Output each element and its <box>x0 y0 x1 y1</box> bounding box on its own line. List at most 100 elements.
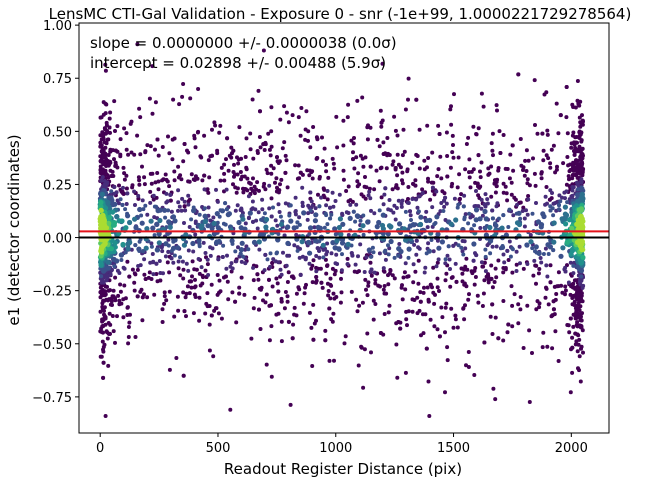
scatter-point <box>167 151 172 156</box>
scatter-point <box>569 145 574 150</box>
scatter-point <box>466 221 471 226</box>
scatter-point <box>346 211 351 215</box>
scatter-point <box>579 148 584 152</box>
scatter-point <box>518 216 523 221</box>
scatter-point <box>319 280 324 285</box>
scatter-point <box>577 368 581 373</box>
scatter-point <box>489 194 494 199</box>
scatter-point <box>123 296 128 301</box>
scatter-point <box>197 242 202 247</box>
scatter-point <box>577 280 582 284</box>
scatter-point <box>364 287 368 292</box>
scatter-point <box>314 265 319 270</box>
scatter-point <box>283 153 288 158</box>
scatter-point <box>215 273 220 277</box>
scatter-point <box>580 285 585 290</box>
scatter-point <box>430 185 435 190</box>
scatter-point <box>395 133 400 138</box>
scatter-point <box>573 105 578 110</box>
scatter-point <box>317 204 322 209</box>
scatter-point <box>439 305 444 310</box>
scatter-point <box>499 244 506 250</box>
scatter-point <box>249 207 254 212</box>
scatter-point <box>387 246 392 251</box>
scatter-point <box>518 200 523 205</box>
scatter-point <box>139 220 145 226</box>
scatter-point <box>311 302 316 307</box>
scatter-point <box>578 379 583 384</box>
scatter-point <box>268 153 273 158</box>
scatter-point <box>532 171 537 176</box>
scatter-point <box>570 370 575 375</box>
scatter-point <box>577 354 582 359</box>
scatter-point <box>332 358 336 363</box>
scatter-point <box>226 168 231 173</box>
scatter-point <box>366 280 371 285</box>
scatter-point <box>580 254 586 260</box>
scatter-point <box>337 216 343 222</box>
scatter-point <box>352 166 357 171</box>
scatter-point <box>177 102 182 107</box>
intercept-annotation: intercept = 0.02898 +/- 0.00488 (5.9σ) <box>90 54 386 72</box>
scatter-point <box>354 213 360 219</box>
scatter-point <box>191 249 196 254</box>
scatter-point <box>576 292 581 297</box>
scatter-point <box>181 276 186 281</box>
scatter-point <box>367 189 372 194</box>
scatter-point <box>122 171 127 176</box>
scatter-point <box>153 147 157 152</box>
scatter-point <box>351 209 356 214</box>
scatter-point <box>103 111 108 116</box>
scatter-point <box>286 270 291 275</box>
scatter-point <box>166 208 171 213</box>
scatter-point <box>474 132 479 137</box>
scatter-point <box>101 298 106 303</box>
scatter-point <box>225 253 229 258</box>
scatter-point <box>406 185 411 189</box>
scatter-point <box>545 274 550 279</box>
scatter-point <box>475 293 480 298</box>
scatter-point <box>236 245 240 250</box>
scatter-point <box>274 251 279 256</box>
scatter-point <box>581 350 585 355</box>
scatter-point <box>517 244 522 249</box>
scatter-point <box>219 165 224 170</box>
scatter-point <box>251 219 255 224</box>
scatter-point <box>476 153 481 158</box>
scatter-point <box>403 261 408 266</box>
scatter-point <box>287 213 292 218</box>
scatter-point <box>435 174 440 179</box>
scatter-point <box>524 208 528 213</box>
scatter-point <box>412 242 417 247</box>
scatter-point <box>421 290 426 295</box>
scatter-point <box>241 186 245 191</box>
scatter-point <box>382 192 387 197</box>
scatter-point <box>285 280 290 284</box>
scatter-point <box>215 292 220 297</box>
scatter-point <box>202 206 207 211</box>
scatter-point <box>551 201 556 206</box>
scatter-point <box>124 202 129 206</box>
scatter-point <box>400 153 405 158</box>
scatter-point <box>553 170 558 175</box>
scatter-point <box>260 207 265 212</box>
scatter-point <box>491 386 496 391</box>
scatter-point <box>323 257 328 262</box>
scatter-point <box>368 269 373 274</box>
scatter-point <box>426 379 431 384</box>
scatter-point <box>278 117 283 122</box>
scatter-point <box>114 258 120 264</box>
scatter-point <box>314 280 318 285</box>
scatter-point <box>549 147 554 152</box>
scatter-point <box>573 278 578 283</box>
scatter-point <box>443 195 448 200</box>
scatter-point <box>510 270 515 275</box>
scatter-point <box>467 157 472 162</box>
scatter-point <box>426 176 430 181</box>
scatter-point <box>132 189 137 194</box>
scatter-point <box>424 346 429 351</box>
scatter-point <box>118 282 123 287</box>
scatter-point <box>302 291 307 296</box>
scatter-point <box>563 288 568 293</box>
scatter-point <box>490 216 495 221</box>
